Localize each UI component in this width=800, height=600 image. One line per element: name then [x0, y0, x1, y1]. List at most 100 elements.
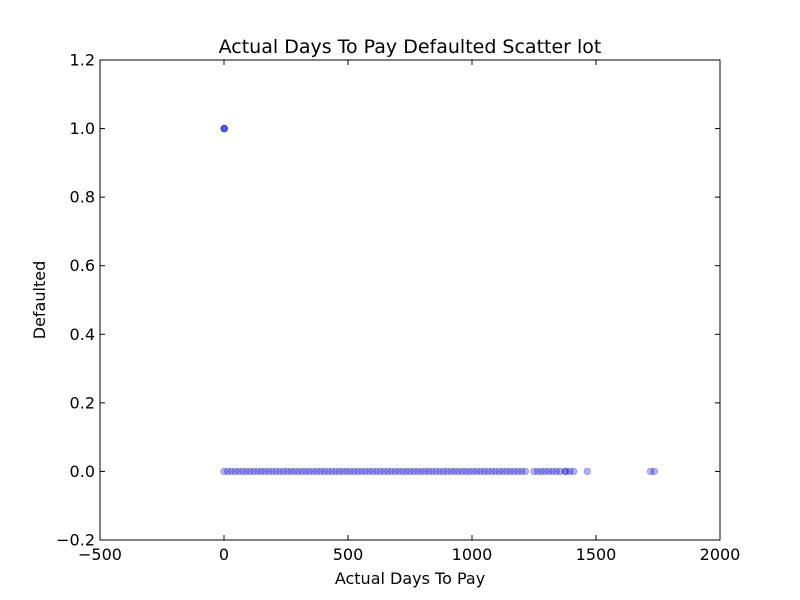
data-point [220, 124, 228, 133]
data-point [566, 467, 574, 476]
data-point [421, 467, 429, 476]
data-point [276, 467, 284, 476]
data-point [503, 467, 511, 476]
data-point [350, 467, 358, 476]
data-point [380, 467, 388, 476]
data-point [320, 467, 329, 476]
data-point [238, 467, 247, 476]
data-point [339, 467, 347, 476]
data-point [537, 467, 546, 476]
data-point [517, 467, 526, 476]
data-point [328, 467, 336, 476]
data-point [279, 467, 288, 476]
data-point [450, 467, 459, 476]
points-layer [220, 124, 658, 476]
data-point [413, 467, 422, 476]
data-point [305, 467, 314, 476]
x-tick-label: 1500 [576, 545, 617, 564]
data-point [521, 467, 530, 476]
data-point [439, 467, 448, 476]
data-point [495, 467, 503, 476]
y-tick-label: 0.0 [70, 462, 95, 481]
data-point [220, 124, 228, 133]
data-point [465, 467, 474, 476]
data-point [432, 467, 440, 476]
data-point [253, 467, 262, 476]
data-point [220, 124, 229, 133]
y-axis-label: Defaulted [30, 261, 49, 339]
data-point [250, 467, 258, 476]
data-point [383, 467, 392, 476]
ticks-layer: −500 0 500 1000 1500 2000 −0.2 0.0 0.2 0.4 0.6 0.8 1… [56, 51, 740, 565]
data-point [480, 467, 489, 476]
data-point [514, 467, 522, 476]
data-point [398, 467, 407, 476]
data-point [257, 467, 265, 476]
data-point [650, 467, 658, 476]
data-point [395, 467, 403, 476]
data-point [530, 467, 538, 476]
x-tick-label: −500 [78, 545, 122, 564]
data-point [484, 467, 492, 476]
data-point [235, 467, 243, 476]
data-point [302, 467, 310, 476]
data-point [346, 467, 355, 476]
data-point [488, 467, 496, 476]
plot-area [100, 60, 720, 540]
data-point [313, 467, 321, 476]
x-tick-label: 1000 [452, 545, 493, 564]
data-point [406, 467, 414, 476]
data-point [376, 467, 384, 476]
y-tick-label: 0.6 [70, 256, 95, 275]
data-point [510, 467, 518, 476]
data-point [264, 467, 273, 476]
data-point [268, 467, 277, 476]
data-point [583, 467, 592, 476]
data-point [545, 467, 553, 476]
data-point [387, 467, 396, 476]
data-point [499, 467, 507, 476]
data-point [372, 467, 381, 476]
data-point [324, 467, 332, 476]
data-point [541, 467, 549, 476]
data-point [361, 467, 370, 476]
y-tick-label: 0.4 [70, 325, 95, 344]
data-point [331, 467, 340, 476]
data-point [552, 467, 561, 476]
data-point [283, 467, 291, 476]
chart-title: Actual Days To Pay Defaulted Scatter lot [219, 36, 602, 58]
data-point [458, 467, 466, 476]
data-point [335, 467, 344, 476]
data-point [410, 467, 418, 476]
x-tick-label: 0 [219, 545, 229, 564]
data-point [476, 467, 485, 476]
data-point [272, 467, 280, 476]
data-point [534, 467, 542, 476]
data-point [506, 467, 515, 476]
data-point [220, 467, 228, 476]
data-point [561, 467, 569, 476]
data-point [454, 467, 463, 476]
data-point [369, 467, 377, 476]
data-point [287, 467, 295, 476]
data-point [227, 467, 236, 476]
data-point [646, 467, 655, 476]
data-point [556, 467, 564, 476]
data-point [294, 467, 303, 476]
x-tick-label: 2000 [700, 545, 741, 564]
x-tick-label: 500 [333, 545, 364, 564]
plot-frame [99, 59, 721, 541]
data-point [443, 467, 451, 476]
data-point [436, 467, 444, 476]
data-point [548, 467, 557, 476]
data-point [357, 467, 366, 476]
y-tick-label: −0.2 [56, 531, 95, 550]
data-point [447, 467, 455, 476]
data-point [428, 467, 437, 476]
data-point [354, 467, 362, 476]
data-point [402, 467, 410, 476]
data-point [462, 467, 470, 476]
data-point [317, 467, 325, 476]
data-point [231, 467, 239, 476]
data-point [242, 467, 251, 476]
